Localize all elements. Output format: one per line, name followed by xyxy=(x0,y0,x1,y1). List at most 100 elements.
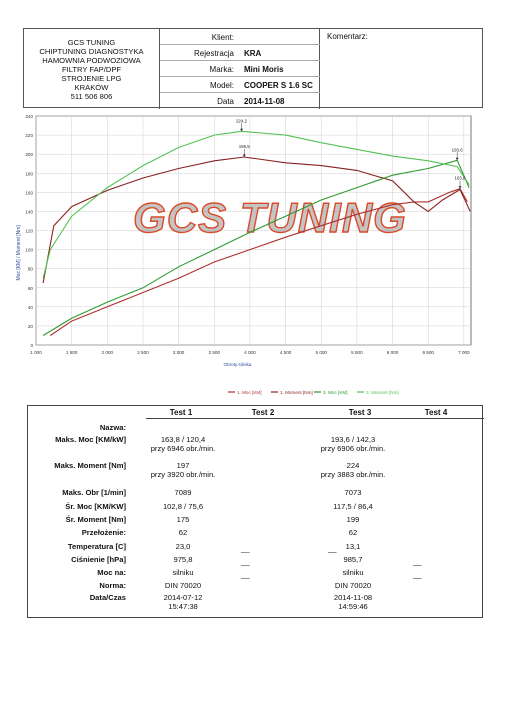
test1-value: 102,8 / 75,6 xyxy=(162,502,204,511)
company-line: GCS TUNING xyxy=(67,37,116,47)
series-line-4 xyxy=(42,130,470,279)
legend-entry: 3. Moc [KM] xyxy=(323,390,348,395)
test3-subvalue: przy 3883 obr./min. xyxy=(320,470,386,479)
row-label: Przełożenie: xyxy=(81,528,126,537)
y-tick-label: 0 xyxy=(30,343,33,348)
test3-value: 13,1 xyxy=(345,542,361,551)
x-axis-label: Obroty silnika xyxy=(224,362,252,367)
test1-subvalue: 15:47:38 xyxy=(168,602,198,611)
results-table: Test 1 Test 2 Test 3 Test 4 Nazwa: Maks. … xyxy=(27,405,484,618)
test1-value: 175 xyxy=(176,515,190,524)
client-row-data: Data 2014-11-08 xyxy=(160,93,320,109)
y-tick-label: 20 xyxy=(28,324,34,329)
client-row-klient: Klient: xyxy=(160,29,320,45)
y-axis-label: Moc [KM] / Moment [Nm] xyxy=(16,225,22,281)
test3-value: 193,6 / 142,3 xyxy=(330,435,376,444)
y-tick-label: 100 xyxy=(25,248,33,253)
client-value: KRA xyxy=(244,49,262,58)
x-tick-label: 3 500 xyxy=(209,350,221,355)
test1-value: 163,8 / 120,4 xyxy=(160,435,206,444)
row-label: Moc na: xyxy=(97,568,126,577)
column-header-test2: Test 2 xyxy=(251,408,275,417)
x-tick-label: 4 000 xyxy=(244,350,256,355)
dyno-chart: 0 20 40 60 80 100 120 140 160 180 200 220 240 1 000 1 … xyxy=(0,108,508,408)
column-header-test3: Test 3 xyxy=(348,408,372,417)
y-tick-label: 200 xyxy=(25,152,33,157)
test1-value: 2014-07-12 xyxy=(163,593,203,602)
komentarz-label: Komentarz: xyxy=(327,32,368,41)
row-label: Maks. Moc [KM/kW] xyxy=(55,435,126,444)
test1-value: 62 xyxy=(178,528,188,537)
test1-subvalue: przy 6946 obr./min. xyxy=(150,444,216,453)
client-row-marka: Marka: Mini Moris xyxy=(160,61,320,77)
x-tick-label: 3 000 xyxy=(173,350,185,355)
annotation-label: 163,8 xyxy=(455,176,467,181)
test1-value: DIN 70020 xyxy=(164,581,202,590)
legend-entry: 3. Moment [Nm] xyxy=(366,390,399,395)
row-label: Norma: xyxy=(99,581,126,590)
annotation-arrow xyxy=(242,154,246,158)
company-phone: 511 506 806 xyxy=(70,91,113,101)
annotation-arrow xyxy=(240,128,244,132)
empty-dash: __ xyxy=(328,544,337,553)
y-tick-label: 160 xyxy=(25,190,33,195)
client-label: Data xyxy=(217,97,234,106)
x-tick-label: 5 500 xyxy=(351,350,363,355)
row-label: Maks. Obr [1/min] xyxy=(62,488,126,497)
empty-dash: __ xyxy=(241,557,250,566)
row-label: Data/Czas xyxy=(89,593,126,602)
empty-dash: __ xyxy=(413,557,422,566)
y-tick-label: 60 xyxy=(28,286,34,291)
row-label: Temperatura [C] xyxy=(67,542,126,551)
row-label: Nazwa: xyxy=(99,423,126,432)
x-tick-label: 1 000 xyxy=(30,350,42,355)
company-line: HAMOWNIA PODWOZIOWA xyxy=(42,55,141,65)
client-info: Klient: Rejestracja KRA Marka: Mini Mori… xyxy=(160,29,320,109)
annotation-label: 224,2 xyxy=(236,118,248,123)
legend-entry: 1. Moment [Nm] xyxy=(280,390,313,395)
test3-value: 985,7 xyxy=(343,555,363,564)
client-row-rejestracja: Rejestracja KRA xyxy=(160,45,320,61)
client-label: Klient: xyxy=(211,33,234,42)
annotation-label: 196,5 xyxy=(239,144,251,149)
row-label: Ciśnienie [hPa] xyxy=(71,555,126,564)
test1-value: 23,0 xyxy=(175,542,191,551)
client-value: COOPER S 1.6 SC xyxy=(244,81,313,90)
company-info: GCS TUNING CHIPTUNING DIAGNOSTYKA HAMOWN… xyxy=(24,29,160,109)
y-tick-label: 180 xyxy=(25,171,33,176)
client-row-model: Model: COOPER S 1.6 SC xyxy=(160,77,320,93)
y-tick-label: 120 xyxy=(25,229,33,234)
test1-value: 975,8 xyxy=(173,555,193,564)
row-label: Śr. Moc [KM/KW] xyxy=(65,502,126,511)
series-line-3 xyxy=(42,159,470,336)
x-tick-label: 1 500 xyxy=(66,350,78,355)
row-label: Maks. Moment [Nm] xyxy=(54,461,126,470)
row-label: Śr. Moment [Nm] xyxy=(65,515,126,524)
test3-value: 62 xyxy=(348,528,358,537)
test3-subvalue: przy 6906 obr./min. xyxy=(320,444,386,453)
series-line-1 xyxy=(49,188,468,336)
watermark-logo: GCS TUNING xyxy=(133,194,407,241)
annotation-arrow xyxy=(455,157,459,161)
report-header: GCS TUNING CHIPTUNING DIAGNOSTYKA HAMOWN… xyxy=(23,28,483,109)
header-divider xyxy=(146,418,484,419)
test3-value: 199 xyxy=(346,515,360,524)
test3-value: 224 xyxy=(346,461,360,470)
empty-dash: __ xyxy=(413,570,422,579)
x-tick-label: 2 500 xyxy=(137,350,149,355)
y-tick-label: 220 xyxy=(25,133,33,138)
column-header-test1: Test 1 xyxy=(169,408,193,417)
x-tick-label: 5 000 xyxy=(315,350,327,355)
client-label: Rejestracja xyxy=(193,49,234,58)
test3-value: 7073 xyxy=(344,488,362,497)
client-label: Model: xyxy=(209,81,234,90)
y-tick-label: 80 xyxy=(28,267,34,272)
test3-subvalue: 14:59:46 xyxy=(338,602,368,611)
column-header-test4: Test 4 xyxy=(424,408,448,417)
x-tick-label: 6 500 xyxy=(422,350,434,355)
legend-entry: 1. Moc [KM] xyxy=(237,390,262,395)
test1-value: 7089 xyxy=(174,488,192,497)
test3-value: 2014-11-08 xyxy=(333,593,373,602)
test1-subvalue: przy 3920 obr./min. xyxy=(150,470,216,479)
client-value: 2014-11-08 xyxy=(244,97,285,106)
